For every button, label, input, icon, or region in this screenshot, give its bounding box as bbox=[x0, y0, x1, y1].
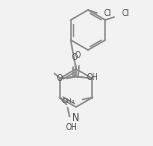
Text: N: N bbox=[72, 113, 80, 123]
Text: O: O bbox=[56, 74, 62, 83]
Text: Cl: Cl bbox=[104, 9, 112, 19]
Text: Cl: Cl bbox=[121, 9, 129, 19]
Text: OH: OH bbox=[66, 122, 77, 132]
Text: CH₃: CH₃ bbox=[62, 98, 75, 104]
Text: OH: OH bbox=[87, 73, 98, 82]
Text: O: O bbox=[72, 53, 78, 62]
Text: O: O bbox=[75, 52, 80, 60]
